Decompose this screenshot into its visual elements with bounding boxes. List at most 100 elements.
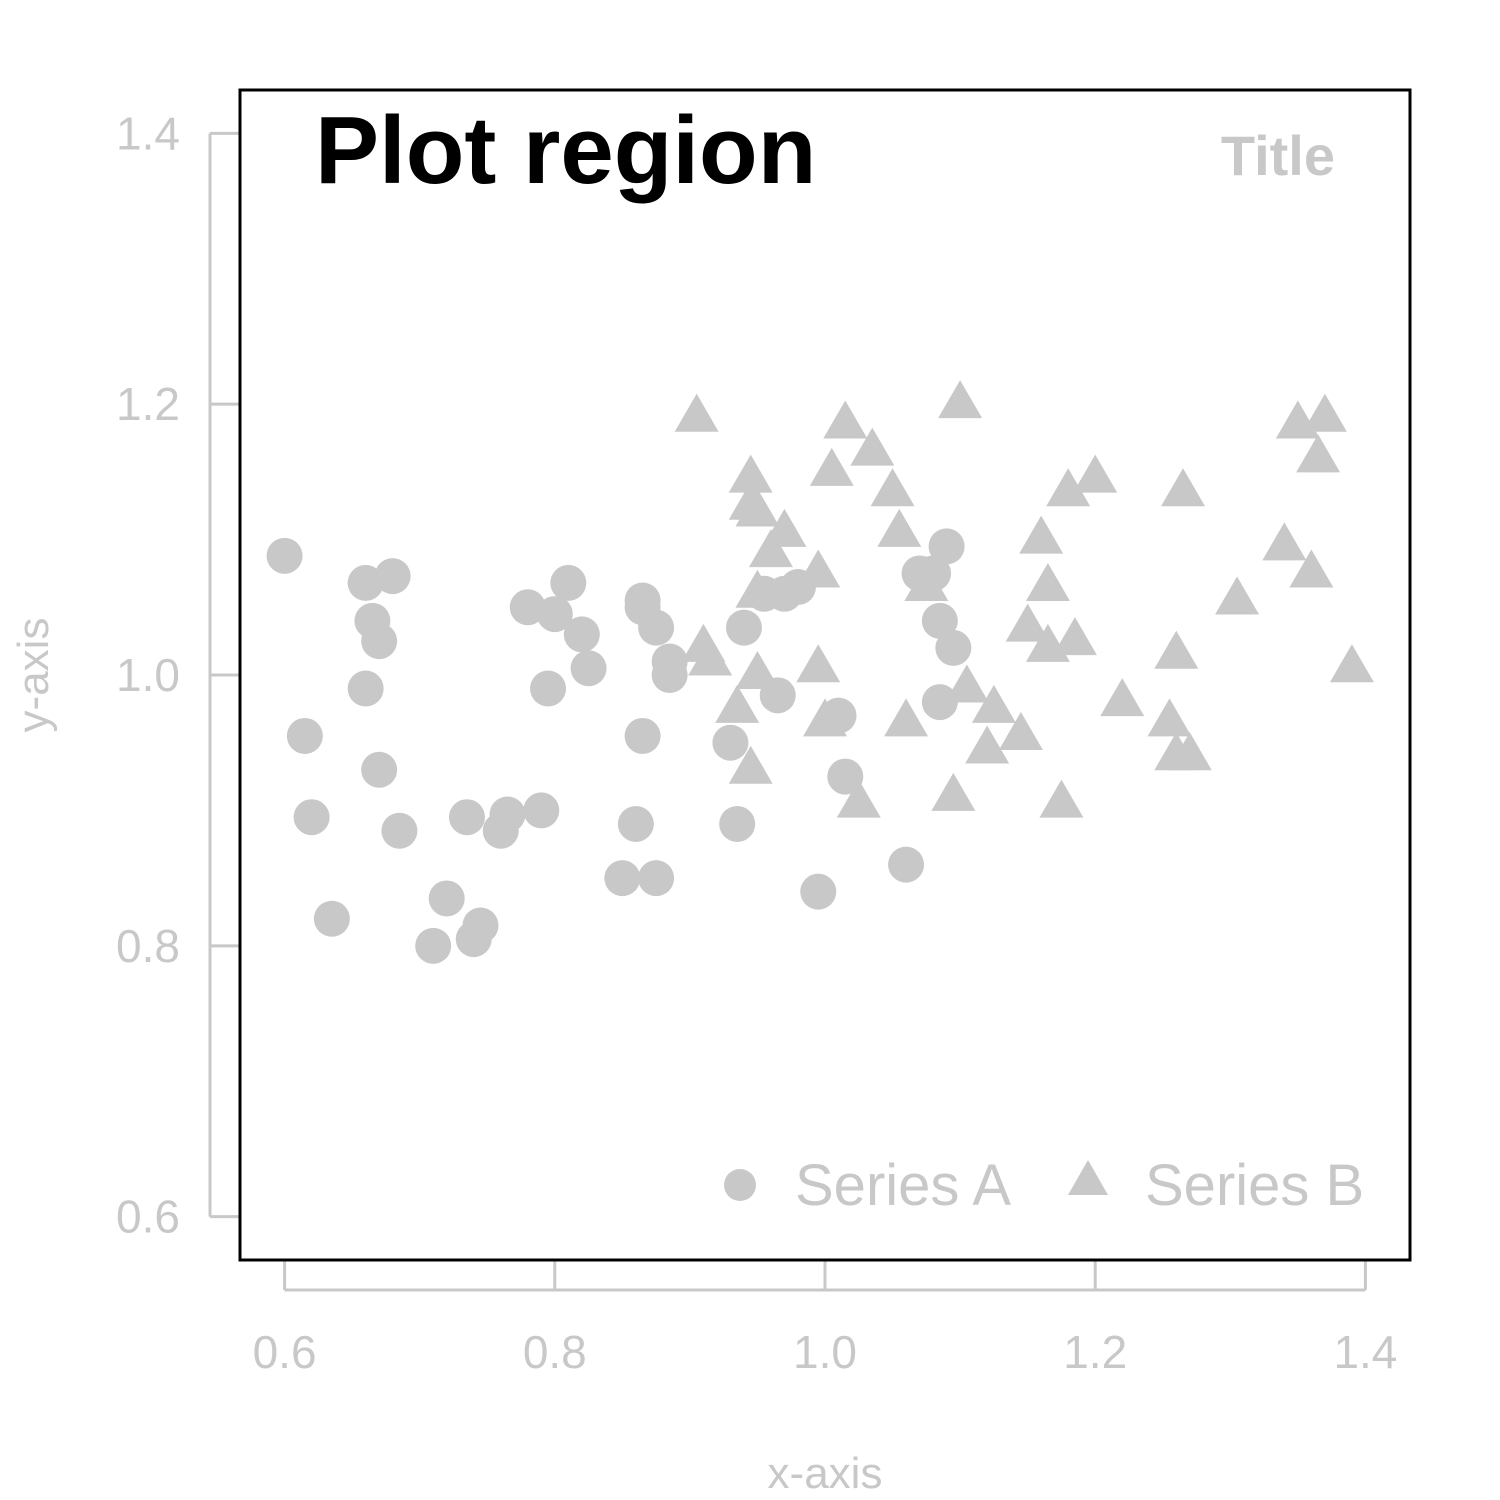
data-point-series-b [728, 745, 773, 784]
data-point-series-b [1019, 515, 1064, 554]
data-point-series-a [651, 657, 688, 693]
data-point-series-b [1073, 454, 1118, 493]
data-point-series-a [935, 629, 972, 666]
y-tick-label: 0.6 [116, 1191, 180, 1243]
data-point-series-b [971, 684, 1016, 723]
data-point-series-a [286, 717, 323, 754]
data-point-series-a [313, 900, 350, 937]
y-tick-label: 0.8 [116, 920, 180, 972]
data-point-series-a [725, 609, 762, 646]
data-point-series-a [374, 558, 411, 595]
data-point-series-b [944, 664, 989, 703]
data-point-series-b [735, 651, 780, 689]
data-point-series-b [1100, 678, 1145, 717]
data-point-series-b [823, 400, 868, 439]
data-point-series-a [536, 596, 573, 633]
data-point-series-b [1302, 393, 1347, 432]
data-point-series-b [1289, 549, 1334, 588]
y-axis-title: y-axis [9, 618, 58, 733]
x-tick-label: 1.2 [1063, 1326, 1127, 1378]
data-point-series-a [347, 670, 384, 707]
data-point-series-a [448, 799, 485, 836]
data-point-series-b [877, 508, 922, 547]
data-point-series-a [712, 724, 749, 761]
data-point-series-b [904, 562, 949, 601]
data-point-series-b [1052, 617, 1097, 656]
data-point-series-a [638, 860, 675, 897]
data-point-series-a [827, 758, 864, 795]
data-point-series-b [796, 549, 841, 588]
plot-region-annotation: Plot region [315, 97, 816, 204]
plot-frame [238, 88, 1412, 1262]
data-point-series-b [748, 529, 793, 568]
legend-marker-series-b [1068, 1160, 1108, 1195]
data-point-series-b [850, 427, 895, 466]
y-tick-label: 1.2 [116, 378, 180, 430]
y-tick-label: 1.4 [116, 107, 180, 159]
data-point-series-b [1039, 779, 1084, 818]
data-point-series-a [563, 616, 600, 653]
x-tick-label: 1.0 [793, 1326, 857, 1378]
data-point-series-a [381, 812, 418, 849]
data-point-series-a [921, 602, 958, 639]
data-point-series-a [293, 799, 330, 836]
legend-marker-series-a [724, 1169, 756, 1201]
x-tick-label: 0.8 [523, 1326, 587, 1378]
x-axis: 0.6 0.8 1.0 1.2 1.4 [253, 1260, 1397, 1378]
data-point-series-a [550, 564, 587, 601]
data-point-series-b [836, 779, 881, 818]
data-point-series-b [796, 644, 841, 683]
data-point-series-b [1296, 434, 1341, 473]
data-point-series-b [1215, 576, 1260, 615]
data-point-series-a [624, 717, 661, 754]
data-point-series-b [715, 684, 760, 723]
data-point-series-b [1154, 630, 1199, 669]
data-point-series-a [415, 927, 452, 964]
legend: Series A Series B [724, 1153, 1364, 1218]
data-point-series-b [735, 569, 780, 608]
data-point-series-a [928, 528, 965, 565]
data-point-series-b [1046, 468, 1091, 507]
data-point-series-a [719, 805, 756, 842]
y-tick-label: 1.0 [116, 649, 180, 701]
data-point-series-a [530, 670, 567, 707]
data-point-series-b [938, 380, 983, 419]
data-point-series-a [428, 880, 465, 917]
data-point-series-a [888, 846, 925, 883]
data-point-series-b [1329, 644, 1374, 683]
data-point-series-b [1161, 468, 1206, 507]
data-point-series-b [1025, 562, 1070, 601]
x-tick-label: 0.6 [253, 1326, 317, 1378]
data-point-series-a [347, 564, 384, 601]
data-point-series-b [998, 711, 1043, 750]
data-point-series-b [809, 447, 854, 486]
data-point-series-b [762, 508, 807, 547]
data-point-series-a [489, 796, 526, 833]
data-point-series-a [921, 684, 958, 721]
series-b [674, 380, 1374, 818]
data-point-series-a [462, 907, 499, 944]
data-point-series-b [1262, 522, 1307, 561]
data-point-series-b [884, 698, 929, 737]
data-point-series-a [638, 609, 675, 646]
data-point-series-a [523, 792, 560, 829]
data-point-series-a [361, 751, 398, 788]
data-point-series-a [800, 873, 837, 910]
data-point-series-a [361, 623, 398, 660]
data-point-series-b [728, 454, 773, 493]
series-a [266, 528, 972, 964]
data-point-series-b [1167, 732, 1212, 771]
data-point-series-a [604, 860, 641, 897]
data-point-series-b [931, 772, 976, 811]
data-point-series-b [735, 488, 780, 527]
legend-label-series-b: Series B [1145, 1153, 1364, 1218]
data-point-series-a [617, 805, 654, 842]
data-marks [266, 380, 1374, 964]
data-point-series-a [570, 650, 607, 687]
x-tick-label: 1.4 [1333, 1326, 1397, 1378]
legend-label-series-a: Series A [795, 1153, 1011, 1218]
data-point-series-b [688, 637, 733, 676]
data-point-series-a [509, 589, 546, 626]
data-point-series-b [803, 698, 847, 737]
